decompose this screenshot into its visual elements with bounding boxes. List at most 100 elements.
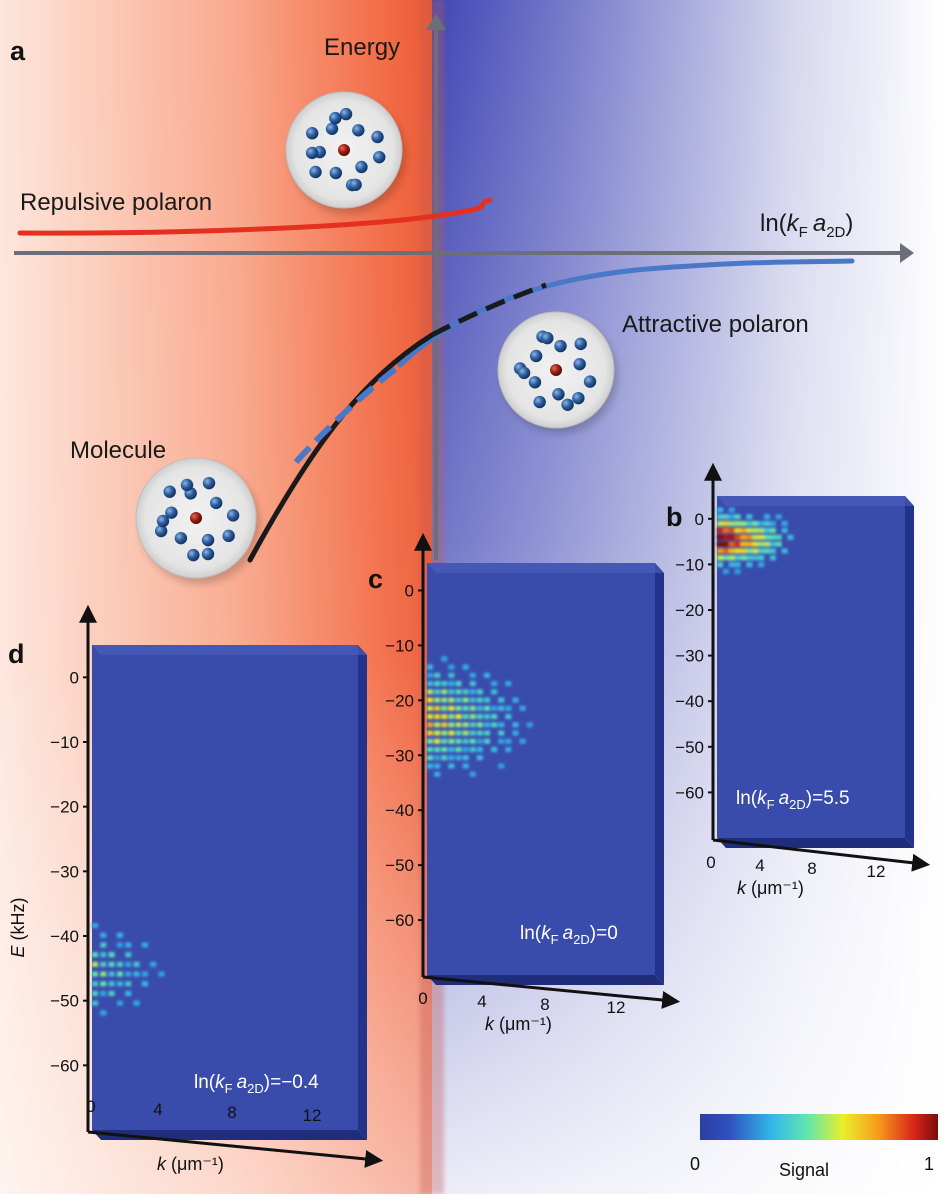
heatmap-cell [469,689,476,695]
heatmap-cell [734,534,741,540]
repulsive-polaron-label: Repulsive polaron [20,189,212,216]
y-axis-title: E (kHz) [8,897,28,957]
heatmap-cell [116,971,123,977]
heatmap-c [427,563,655,975]
heatmap-cell [526,722,533,728]
heatmap-cell [769,527,776,533]
heatmap-cell [740,548,747,554]
heatmap-cell [100,981,107,987]
heatmap-cell [108,952,115,958]
x-axis-line [87,1130,384,1168]
heatmap-cell [434,681,441,687]
panel-letter-a: a [10,36,26,66]
fermion-particle-icon [573,357,586,371]
y-tick-label: −40 [385,801,414,820]
heatmap-cell [505,747,512,753]
y-tick-label: −60 [675,783,704,802]
heatmap-cell [491,705,498,711]
heatmap-cell [125,952,132,958]
x-tick-label: 12 [867,862,886,881]
y-tick-label: −10 [675,555,704,574]
heatmap-cell [728,541,735,547]
x-tick-label: 0 [86,1097,95,1116]
heatmap-cell [434,697,441,703]
heatmap-cell [100,1010,107,1016]
fermion-particle-icon [561,398,574,411]
heatmap-cell [125,961,132,967]
heatmap-cell [469,714,476,720]
heatmap-cell [427,738,433,744]
heatmap-cell [441,755,448,761]
heatmap-cell [717,548,723,554]
heatmap-cell [448,763,455,769]
heatmap-cell [505,738,512,744]
heatmap-cell [448,689,455,695]
y-tick-label: −50 [675,738,704,757]
heatmap-cell [728,562,735,568]
y-tick-label: −20 [675,601,704,620]
heatmap-cell [498,705,505,711]
heatmap-cell [476,747,483,753]
heatmap-cell [427,664,433,670]
fermion-particle-icon [533,395,546,409]
heatmap-cell [125,942,132,948]
heatmap-cell [434,755,441,761]
y-tick-label: 0 [70,668,79,687]
impurity-particle-icon [338,144,350,156]
heatmap-cell [434,771,441,777]
fermion-particle-icon [156,514,170,528]
heatmap-cell [734,568,741,574]
x-tick-label: 4 [153,1100,162,1119]
y-tick-label: −50 [385,856,414,875]
x-tick-label: 8 [540,995,549,1014]
fermion-particle-icon [202,476,216,490]
heatmap-cell [116,942,123,948]
heatmap-cell [752,521,759,527]
heatmap-cell [448,697,455,703]
fermion-particle-icon [528,376,542,389]
heatmap-cell [455,714,462,720]
heatmap-cell [775,534,782,540]
heatmap-cell [505,714,512,720]
heatmap-cell [434,730,441,736]
heatmap-cell [740,521,747,527]
repulsive-polaron-curve [17,197,493,236]
colorbar-max: 1 [924,1154,934,1174]
heatmap-cell [448,738,455,744]
heatmap-cell [441,697,448,703]
x-axis-title: k (μm⁻¹) [485,1014,552,1034]
heatmap-cell [781,521,788,527]
heatmap-cell [498,738,505,744]
heatmap-cell [427,689,433,695]
heatmap-cell [717,507,723,513]
heatmap-cell [92,961,98,967]
y-tick-label: −10 [385,636,414,655]
heatmap-cell [441,681,448,687]
heatmap-cell [434,747,441,753]
heatmap-cell [125,971,132,977]
heatmap-cell [427,681,433,687]
heatmap-cell [734,562,741,568]
heatmap-cell [728,514,735,520]
heatmap-cell [512,722,519,728]
heatmap-cell [100,990,107,996]
heatmap-cell [434,705,441,711]
heatmap-cell [441,722,448,728]
heatmap-cell [469,672,476,678]
heatmap-cell [769,521,776,527]
heatmap-cells-c [427,656,533,777]
heatmap-cell [92,990,98,996]
heatmap-cell [469,747,476,753]
panel-d: 0 −10 −20 −30 −40 −50 −60 0 4 8 12 k (μm⁻¹) E (kHz) d… [8,604,384,1174]
heatmap-cell [462,714,469,720]
x-tick-label: 4 [755,856,764,875]
colorbar-min: 0 [690,1154,700,1174]
heatmap-cell [462,705,469,711]
heatmap-cell [484,714,490,720]
heatmap-cell [498,730,505,736]
fermion-particle-icon [226,509,240,522]
fermion-particle-icon [165,506,178,519]
heatmap-cell [133,1000,140,1006]
fermion-particle-icon [517,366,531,380]
